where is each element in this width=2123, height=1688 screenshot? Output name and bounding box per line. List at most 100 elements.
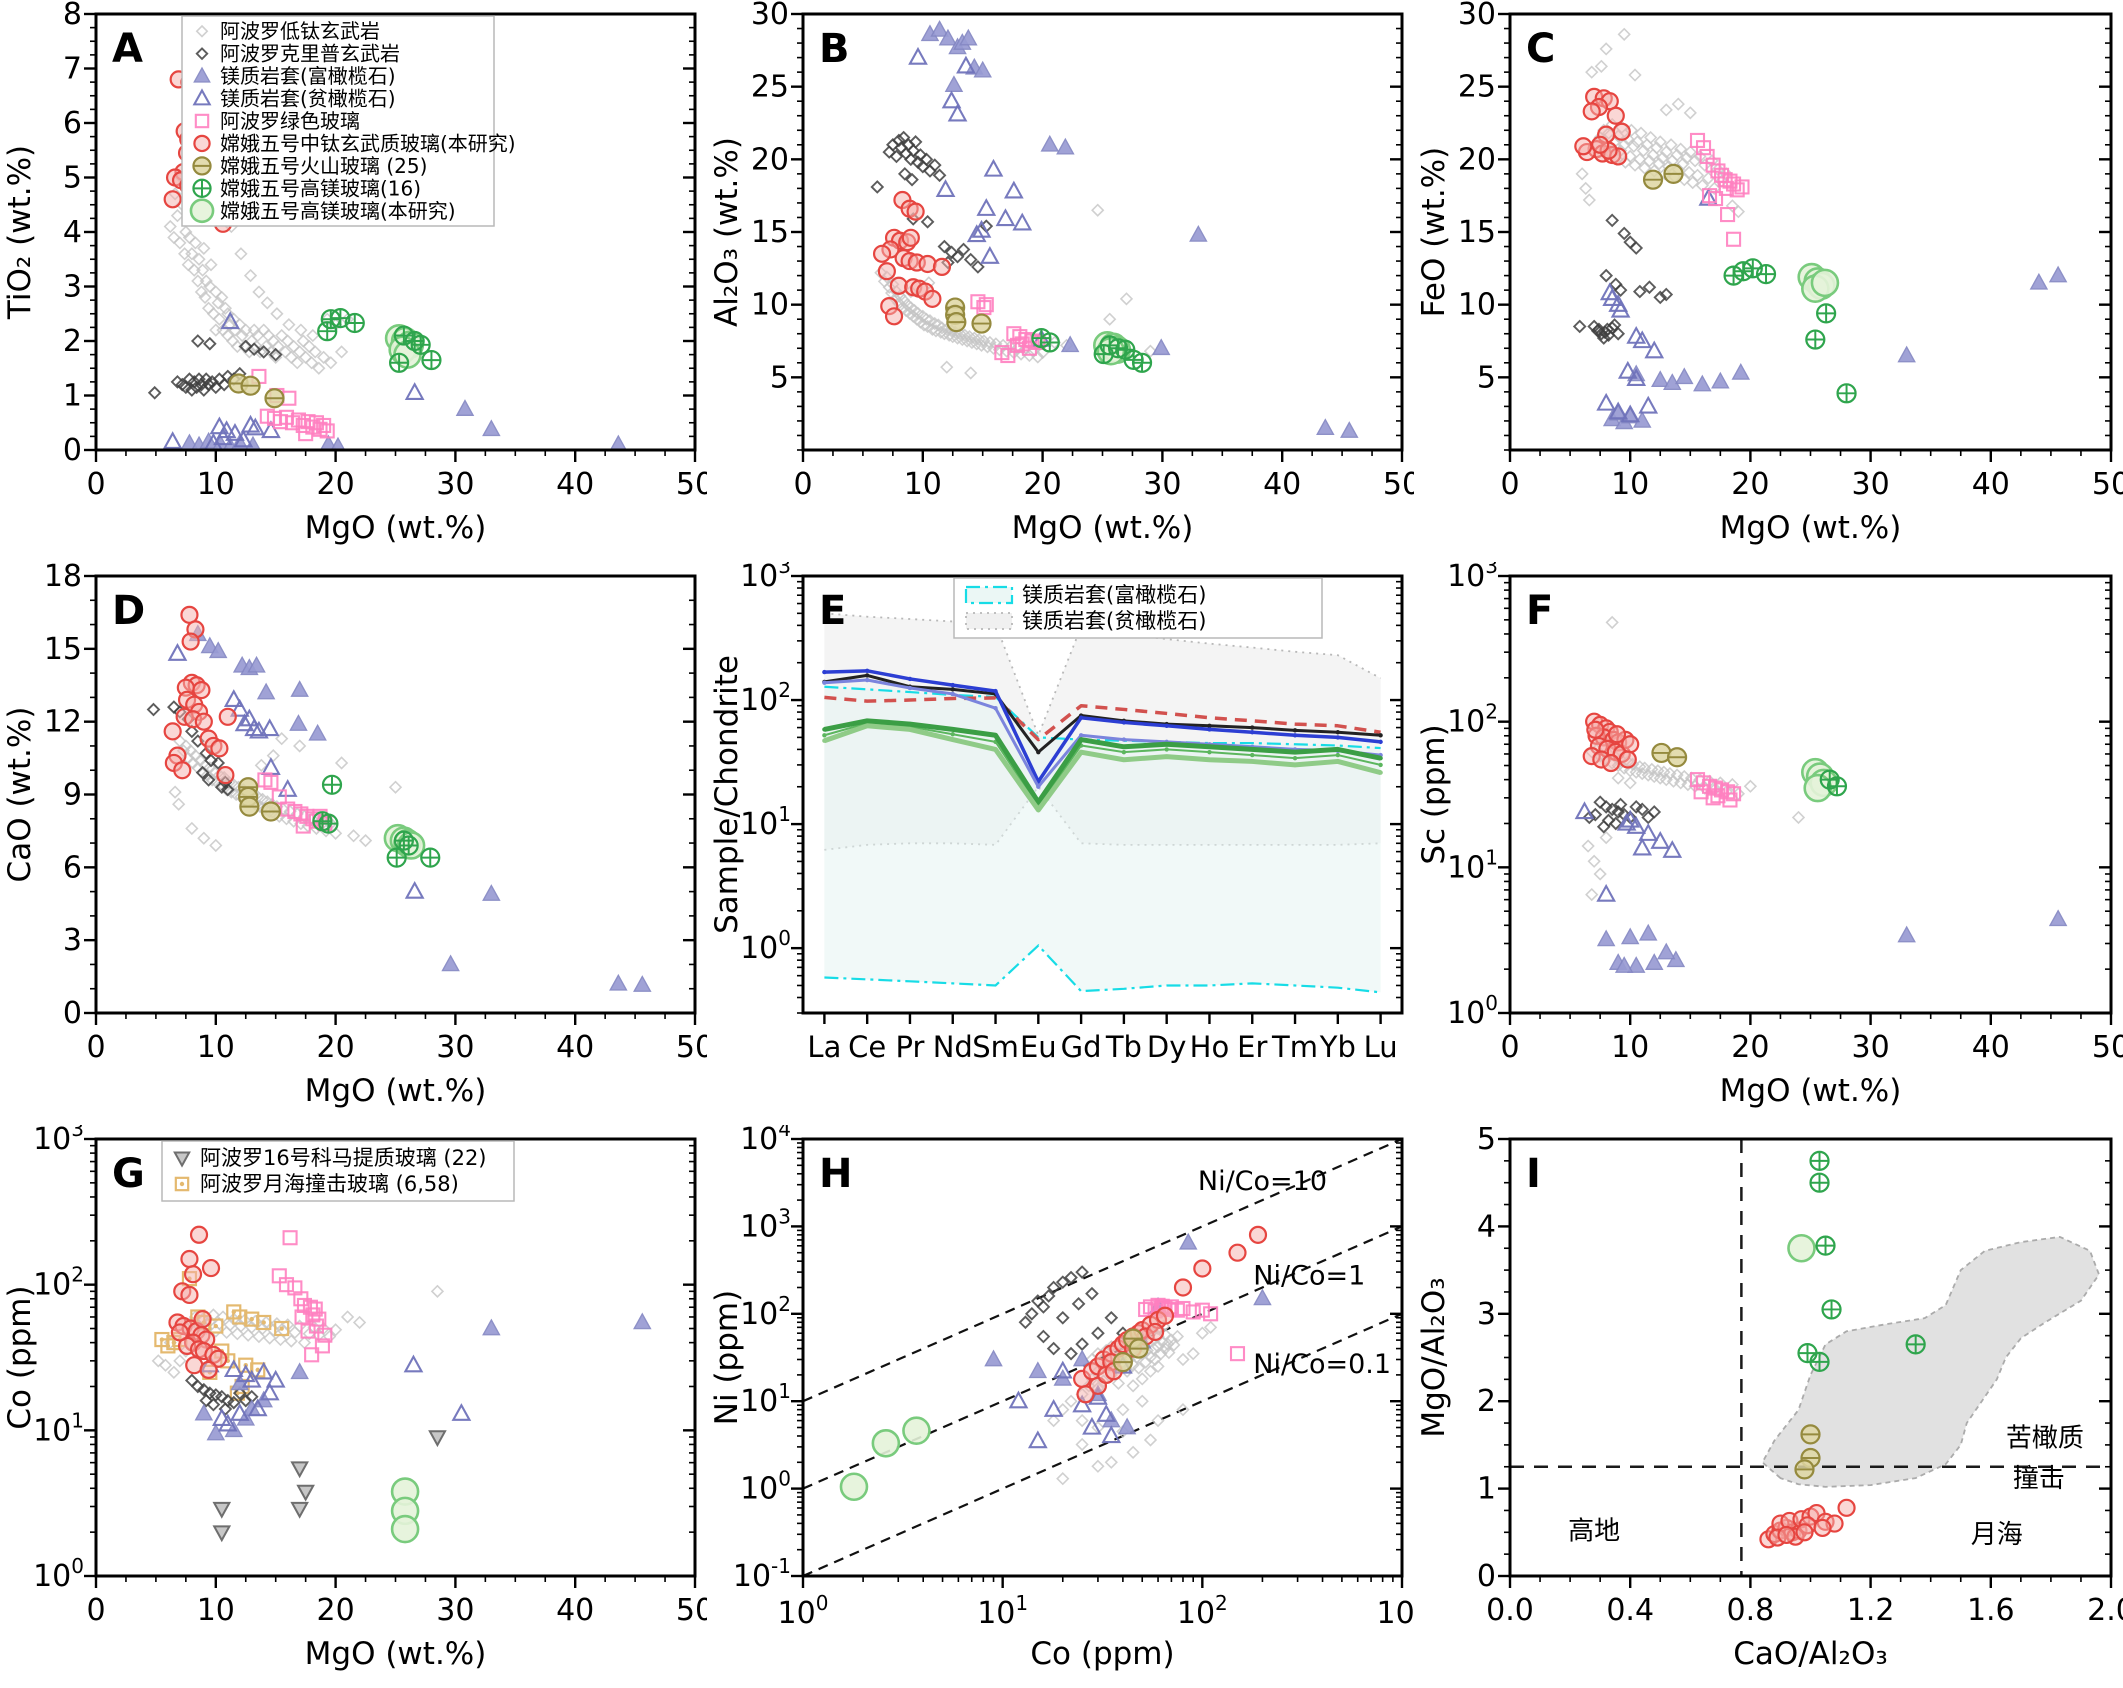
panel-letter-G: G xyxy=(112,1151,145,1197)
tick-label: 103 xyxy=(1447,562,1498,594)
annotation-label: 高地 xyxy=(1568,1516,1620,1546)
tick-label: 8 xyxy=(63,0,82,32)
panel-I-ylabel: MgO/Al₂O₃ xyxy=(1416,1277,1452,1437)
tick-label: 5 xyxy=(770,360,789,395)
legend-label: 镁质岩套(富橄榄石) xyxy=(220,64,396,88)
tick-label: 3 xyxy=(1477,1297,1496,1332)
tick-label: 100 xyxy=(778,1591,829,1631)
panel-letter-E: E xyxy=(819,588,846,634)
tick-label: 40 xyxy=(1972,1030,2010,1065)
ree-line-red-dashed xyxy=(824,695,1381,742)
panel-D-xlabel: MgO (wt.%) xyxy=(305,1073,487,1109)
ree-category-label: Ce xyxy=(848,1030,886,1064)
panel-C-plot-area xyxy=(1572,27,2068,430)
tick-label: 0 xyxy=(1500,1030,1519,1065)
panel-letter-C: C xyxy=(1526,26,1555,72)
series-mg_suite_poor xyxy=(162,311,425,450)
tick-label: 5 xyxy=(1477,1125,1496,1157)
series-ce5_volcanic xyxy=(1642,163,1684,190)
ree-category-label: Sm xyxy=(972,1030,1019,1064)
series-ce5_volcanic xyxy=(238,777,282,822)
tick-label: 10 xyxy=(1611,467,1649,502)
ree-line-blue xyxy=(824,678,1381,789)
tick-label: 50 xyxy=(676,1593,707,1628)
panel-G-xlabel: MgO (wt.%) xyxy=(305,1636,487,1672)
tick-label: 40 xyxy=(556,1030,594,1065)
panel-G-chart: 0 10 20 30 40 50 100 101 102 103 MgO (wt.%) Co (ppm… xyxy=(2,1125,707,1672)
legend-label: 嫦娥五号高镁玻璃(16) xyxy=(220,176,421,200)
ree-category-label: Ho xyxy=(1190,1030,1230,1064)
tick-label: 20 xyxy=(317,1030,355,1065)
series-ce5_mid_ti xyxy=(1759,1498,1856,1549)
ree-line-green-2 xyxy=(823,723,1382,813)
tick-label: 100 xyxy=(740,926,791,966)
panel-F-chart: 0 10 20 30 40 50 100 101 102 103 MgO (wt.%) Sc (ppm… xyxy=(1416,562,2123,1109)
tick-label: 40 xyxy=(1263,467,1301,502)
panel-C-xlabel: MgO (wt.%) xyxy=(1720,510,1902,546)
series-mg_suite_poor xyxy=(1574,801,1683,902)
tick-label: 102 xyxy=(1177,1591,1228,1631)
tick-label: 6 xyxy=(63,850,82,885)
tick-label: 20 xyxy=(317,467,355,502)
series-apollo_green_glass xyxy=(1689,772,1742,808)
tick-label: 0 xyxy=(86,467,105,502)
panel-H-plot-area xyxy=(803,1139,1402,1576)
series-ce5_mid_ti xyxy=(1582,712,1640,773)
tick-label: 30 xyxy=(1143,467,1181,502)
tick-label: 102 xyxy=(1447,700,1498,740)
tick-label: 25 xyxy=(1458,70,1496,105)
legend-label: 嫦娥五号高镁玻璃(本研究) xyxy=(220,199,456,223)
tick-label: 30 xyxy=(436,1593,474,1628)
tick-label: 0 xyxy=(1500,467,1519,502)
series-ce5_volcanic xyxy=(1794,1424,1821,1480)
tick-label: 0 xyxy=(1477,1559,1496,1594)
tick-label: 20 xyxy=(1458,142,1496,177)
tick-label: 103 xyxy=(740,562,791,594)
tick-label: 20 xyxy=(1731,1030,1769,1065)
tick-label: 30 xyxy=(1852,467,1890,502)
series-ce5_high_mg_this xyxy=(390,1477,420,1544)
tick-label: 101 xyxy=(740,802,791,842)
ree-category-label: La xyxy=(807,1030,841,1064)
tick-label: 104 xyxy=(740,1125,791,1157)
series-ce5_mid_ti xyxy=(163,605,237,785)
tick-label: 0.8 xyxy=(1727,1593,1775,1628)
series-ce5_volcanic xyxy=(1112,1328,1149,1373)
series-ce5_volcanic xyxy=(228,373,285,409)
tick-label: 4 xyxy=(63,215,82,250)
series-apollo16_komatiite xyxy=(212,1430,447,1543)
tick-label: 10 xyxy=(197,467,235,502)
tick-label: 100 xyxy=(33,1554,84,1594)
series-apollo_green_glass xyxy=(251,368,335,442)
ree-category-label: Nd xyxy=(933,1030,973,1064)
legend-label: 镁质岩套(富橄榄石) xyxy=(1022,583,1206,607)
annotation-label: 苦橄质 xyxy=(2006,1424,2084,1454)
tick-label: 1.6 xyxy=(1967,1593,2015,1628)
panel-B-xlabel: MgO (wt.%) xyxy=(1012,510,1194,546)
tick-label: 2 xyxy=(63,324,82,359)
panel-B-ylabel: Al₂O₃ (wt.%) xyxy=(709,137,745,327)
panel-H-ylabel: Ni (ppm) xyxy=(709,1290,745,1425)
tick-label: 100 xyxy=(1447,991,1498,1031)
ree-category-label: Eu xyxy=(1020,1030,1057,1064)
series-mg_suite_rich xyxy=(1596,909,2068,973)
series-ce5_mid_ti xyxy=(872,190,952,326)
panel-F-plot-area xyxy=(1574,615,2068,973)
tick-label: 101 xyxy=(977,1591,1028,1631)
tick-label: 103 xyxy=(33,1125,84,1157)
panel-letter-I: I xyxy=(1526,1151,1541,1197)
tick-label: 1 xyxy=(1477,1472,1496,1507)
panel-letter-B: B xyxy=(819,26,850,72)
tick-label: 2 xyxy=(1477,1384,1496,1419)
panel-A-xlabel: MgO (wt.%) xyxy=(305,510,487,546)
series-ce5_volcanic xyxy=(945,297,992,334)
tick-label: 10 xyxy=(1458,288,1496,323)
tick-label: 20 xyxy=(1731,467,1769,502)
tick-label: 3 xyxy=(63,270,82,305)
series-ce5_mid_ti xyxy=(168,1225,228,1379)
panel-E-plot-area xyxy=(822,612,1383,994)
annotation-label: 撞击 xyxy=(2013,1464,2065,1494)
panel-D-plot-area xyxy=(146,605,652,992)
tick-label: 101 xyxy=(33,1408,84,1448)
tick-label: 30 xyxy=(1458,0,1496,32)
